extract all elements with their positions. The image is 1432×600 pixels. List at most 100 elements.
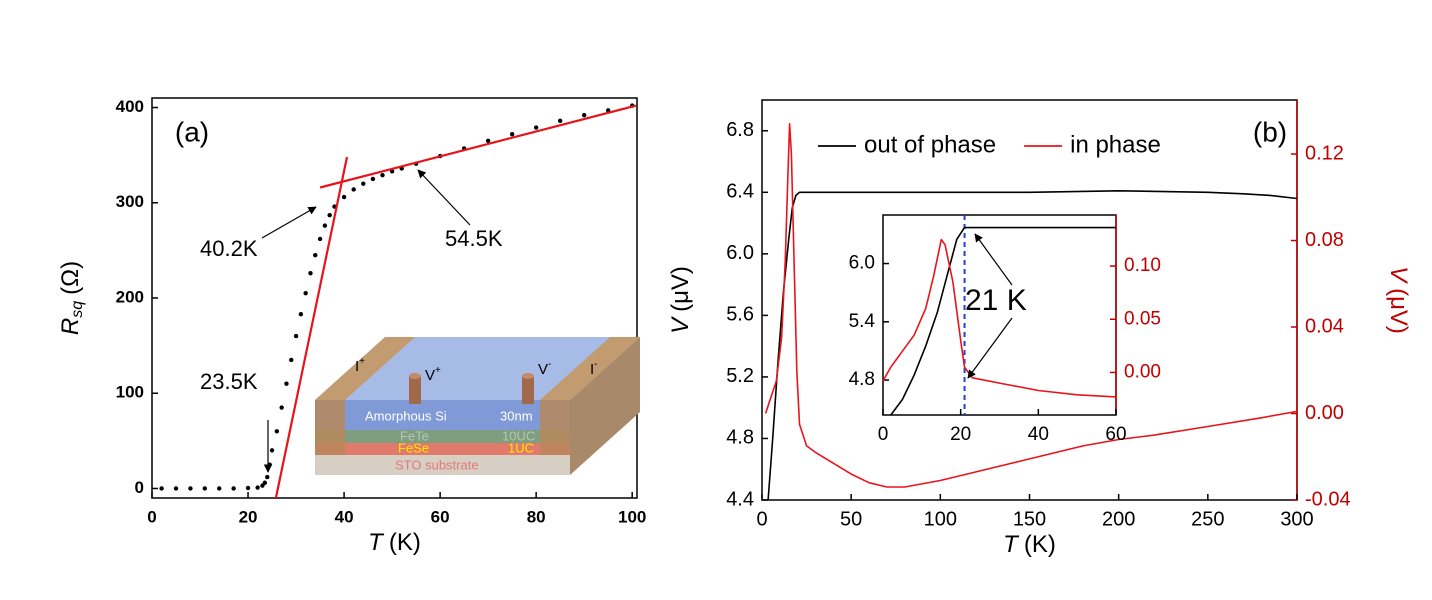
x-tick-label: 100 (618, 507, 646, 526)
inset-chart: 0 20 40 60 4.8 5.4 6.0 0.00 0.05 0.10 21 K (849, 214, 1161, 445)
fit-line (319, 104, 637, 189)
contact-label: V+ (425, 365, 441, 384)
device-side (570, 337, 640, 475)
data-line (764, 123, 1298, 488)
contact-label: I+ (355, 356, 365, 375)
layer-thickness: 10UC (502, 428, 535, 443)
y2-tick-label: 0.00 (1305, 402, 1344, 424)
data-point (262, 480, 268, 485)
x-tick-label: 250 (1191, 508, 1224, 530)
annotation-arrow (261, 206, 317, 239)
y-tick-label: 4.4 (726, 488, 754, 510)
annotation: 40.2K (200, 236, 258, 261)
contact-name: V (425, 367, 435, 384)
data-point (217, 486, 222, 491)
x-tick-label: 50 (840, 508, 862, 530)
layer-name: Amorphous Si (365, 408, 447, 423)
x-tick-label: 300 (1280, 508, 1313, 530)
layer-name: FeTe (400, 428, 429, 443)
x-tick-label: 0 (878, 424, 889, 445)
data-point (341, 194, 347, 200)
x-axis-label: T (K) (368, 529, 421, 556)
data-point (327, 212, 332, 218)
contact-sign: - (594, 359, 597, 370)
data-line (882, 238, 1117, 398)
contact-sign: + (435, 365, 441, 376)
data-point (188, 486, 193, 491)
axis-symbol: T (1003, 531, 1020, 558)
axis-symbol: T (368, 529, 385, 556)
axis-unit: (μV) (667, 266, 694, 312)
fit-line (274, 156, 349, 499)
axis-unit: (μV) (1385, 288, 1412, 334)
probe (522, 376, 534, 404)
legend-label: out of phase (864, 131, 996, 158)
annotation-arrow (967, 317, 1013, 379)
axis-subscript: sq (69, 301, 86, 318)
data-point (173, 486, 179, 491)
data-point (274, 429, 280, 434)
annotation-arrow (974, 233, 1013, 286)
x-tick-label: 20 (950, 424, 971, 445)
data-point (279, 405, 284, 410)
y-tick-label: 300 (116, 192, 144, 211)
data-point (581, 112, 587, 118)
data-point (265, 474, 270, 480)
layer-thickness: 1UC (508, 440, 534, 455)
x-tick-label: 0 (147, 507, 156, 526)
contact-pad (540, 337, 640, 400)
x-tick-label: 200 (1102, 508, 1135, 530)
y2-tick-label: 0.08 (1305, 229, 1344, 251)
annotation-arrow (417, 169, 471, 226)
data-point (313, 252, 318, 258)
contact-pad (540, 400, 570, 455)
axis-symbol: V (1385, 266, 1412, 284)
y-tick-label: 100 (116, 383, 144, 402)
annotation: 54.5K (445, 226, 503, 251)
data-point (380, 172, 385, 178)
x-tick-label: 100 (924, 508, 957, 530)
data-point (557, 118, 563, 124)
y-axis-label: V (μV) (667, 266, 694, 334)
contact-pad (315, 400, 345, 455)
layer-name: STO substrate (395, 457, 479, 472)
annotation: 21 K (965, 284, 1027, 317)
data-line (767, 190, 1298, 501)
y2-axis-label: V (μV) (1385, 266, 1412, 334)
annotation: 23.5K (200, 369, 258, 394)
device-layer (315, 443, 570, 455)
data-point (485, 138, 491, 144)
device-layer (315, 400, 570, 430)
device-layer (315, 430, 570, 443)
contact-name: I (355, 358, 359, 375)
contact-label: I- (590, 359, 598, 378)
data-point (509, 131, 515, 137)
plot-area (882, 214, 1117, 416)
data-point (308, 271, 313, 276)
x-tick-label: 60 (1105, 424, 1126, 445)
y-tick-label: 6.0 (849, 253, 875, 274)
y-tick-label: 4.8 (849, 369, 875, 390)
data-point (269, 448, 275, 453)
y2-tick-label: 0.04 (1305, 315, 1344, 337)
data-point (231, 486, 236, 491)
contact-name: V (538, 361, 548, 378)
layer-thickness: 30nm (500, 408, 533, 423)
y2-tick-label: 0.10 (1124, 255, 1161, 276)
data-line (890, 226, 1116, 416)
data-point (298, 311, 304, 317)
y2-tick-label: 0.05 (1124, 308, 1161, 329)
data-point (202, 486, 208, 491)
y-tick-label: 6.0 (726, 242, 754, 264)
axis-symbol: V (667, 316, 694, 334)
legend-label: in phase (1070, 131, 1161, 158)
data-point (245, 485, 251, 491)
x-tick-label: 40 (1028, 424, 1049, 445)
data-point (351, 187, 356, 192)
probe-top (522, 373, 534, 379)
y-tick-label: 6.8 (726, 119, 754, 141)
axis-unit: (K) (1024, 531, 1056, 558)
x-tick-label: 60 (431, 507, 450, 526)
